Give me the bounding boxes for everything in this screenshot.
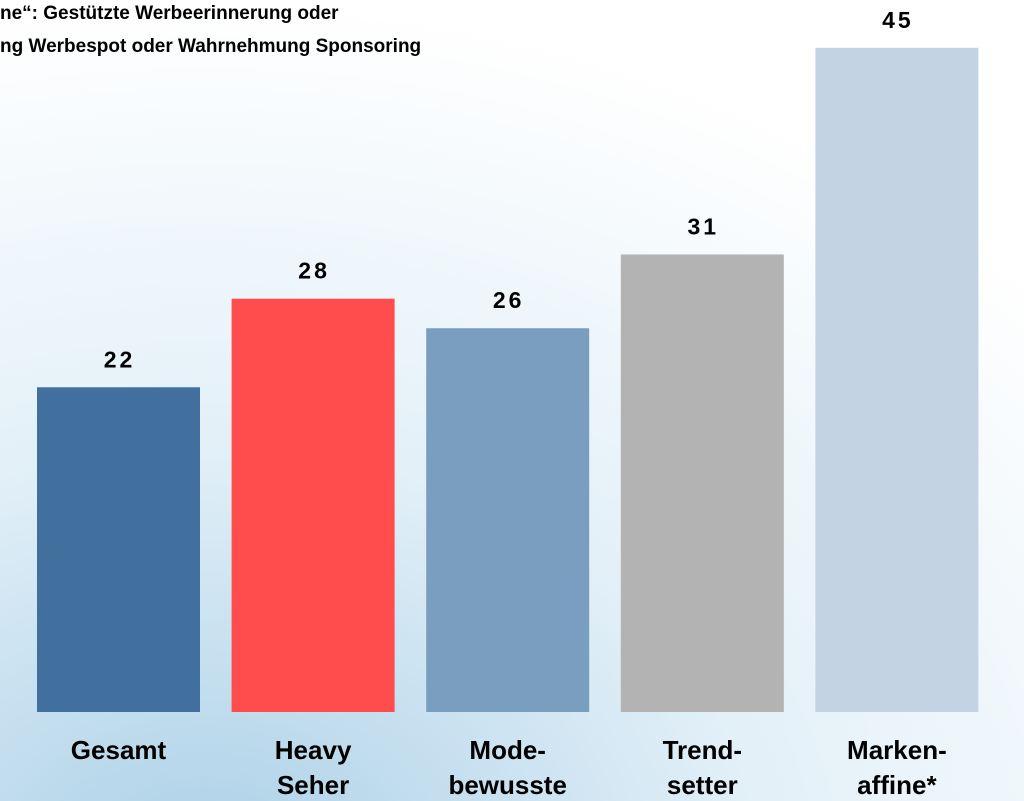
x-tick-label-line: Gesamt <box>71 735 167 765</box>
value-label: 22 <box>104 346 136 372</box>
x-tick-label-line: setter <box>667 770 738 800</box>
bar <box>815 47 979 713</box>
chart-title: ng Werbespot oder Wahrnehmung Sponsoring <box>0 36 421 57</box>
chart-title: ne“: Gestützte Werbeerinnerung oder <box>0 3 339 24</box>
x-tick-label: Trend-setter <box>663 735 742 800</box>
x-tick-label-line: Heavy <box>275 735 352 765</box>
x-tick-label-line: Seher <box>277 770 349 800</box>
value-label: 26 <box>493 287 525 313</box>
bar <box>426 328 590 712</box>
x-tick-label: Marken-affine* <box>847 735 947 800</box>
x-tick-label: Gesamt <box>71 735 167 765</box>
bar <box>231 298 395 712</box>
x-tick-label: Heavy Seher <box>275 735 352 800</box>
x-tick-label-line: affine* <box>857 770 937 800</box>
x-tick-label-line: bewusste <box>448 770 567 800</box>
value-label: 45 <box>882 7 914 33</box>
bar <box>620 254 784 712</box>
value-label: 28 <box>298 258 330 284</box>
x-tick-label-line: Marken- <box>847 735 947 765</box>
x-tick-label-line: Mode- <box>469 735 546 765</box>
bar <box>37 387 200 712</box>
x-tick-label: Mode-bewusste <box>448 735 567 800</box>
x-tick-label-line: Trend- <box>663 735 742 765</box>
value-label: 31 <box>688 213 720 239</box>
